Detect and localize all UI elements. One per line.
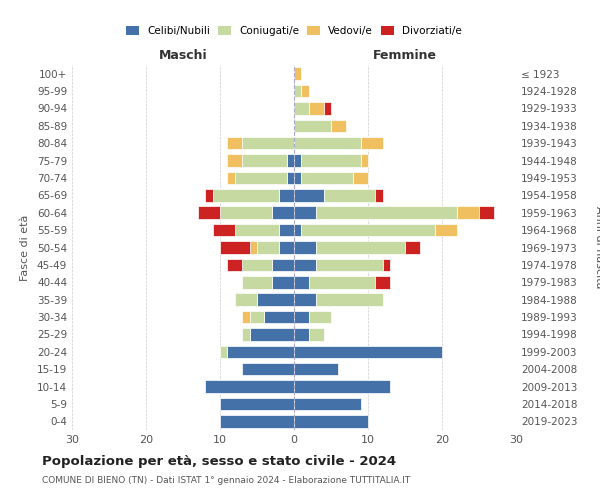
Text: Femmine: Femmine xyxy=(373,48,437,62)
Bar xyxy=(376,189,383,202)
Bar xyxy=(242,137,294,149)
Bar xyxy=(235,294,257,306)
Bar xyxy=(301,224,434,236)
Bar xyxy=(301,154,361,167)
Bar xyxy=(257,294,294,306)
Bar xyxy=(242,311,250,324)
Bar xyxy=(294,328,309,340)
Bar xyxy=(316,241,405,254)
Bar xyxy=(257,241,279,254)
Bar xyxy=(242,328,250,340)
Bar xyxy=(212,189,279,202)
Bar xyxy=(250,328,294,340)
Bar xyxy=(294,276,309,288)
Bar xyxy=(294,206,316,219)
Bar xyxy=(205,189,212,202)
Bar xyxy=(227,137,242,149)
Bar xyxy=(301,172,353,184)
Bar xyxy=(287,172,294,184)
Bar xyxy=(220,415,294,428)
Bar xyxy=(309,328,323,340)
Bar xyxy=(205,380,294,393)
Bar xyxy=(294,346,442,358)
Bar xyxy=(294,172,301,184)
Bar xyxy=(316,258,383,271)
Bar xyxy=(316,206,457,219)
Y-axis label: Anni di nascita: Anni di nascita xyxy=(594,206,600,289)
Bar xyxy=(242,154,287,167)
Bar xyxy=(235,172,287,184)
Bar xyxy=(301,85,309,98)
Bar xyxy=(198,206,220,219)
Y-axis label: Fasce di età: Fasce di età xyxy=(20,214,30,280)
Bar xyxy=(279,241,294,254)
Bar xyxy=(272,206,294,219)
Bar xyxy=(323,102,331,115)
Bar xyxy=(294,224,301,236)
Bar xyxy=(242,276,272,288)
Bar xyxy=(434,224,457,236)
Bar xyxy=(294,120,331,132)
Bar xyxy=(309,102,323,115)
Bar xyxy=(294,363,338,376)
Bar xyxy=(323,189,376,202)
Text: Maschi: Maschi xyxy=(158,48,208,62)
Bar xyxy=(265,311,294,324)
Bar xyxy=(294,241,316,254)
Bar xyxy=(220,398,294,410)
Bar xyxy=(353,172,368,184)
Bar xyxy=(294,154,301,167)
Bar xyxy=(212,224,235,236)
Bar xyxy=(294,85,301,98)
Bar xyxy=(279,224,294,236)
Bar xyxy=(361,137,383,149)
Bar xyxy=(250,241,257,254)
Bar xyxy=(294,294,316,306)
Bar xyxy=(220,346,227,358)
Bar xyxy=(309,276,376,288)
Bar xyxy=(309,311,331,324)
Text: COMUNE DI BIENO (TN) - Dati ISTAT 1° gennaio 2024 - Elaborazione TUTTITALIA.IT: COMUNE DI BIENO (TN) - Dati ISTAT 1° gen… xyxy=(42,476,410,485)
Bar xyxy=(294,380,390,393)
Bar xyxy=(287,154,294,167)
Bar xyxy=(405,241,420,254)
Legend: Celibi/Nubili, Coniugati/e, Vedovi/e, Divorziati/e: Celibi/Nubili, Coniugati/e, Vedovi/e, Di… xyxy=(126,26,462,36)
Bar xyxy=(242,258,272,271)
Bar xyxy=(479,206,494,219)
Bar xyxy=(294,102,309,115)
Bar xyxy=(220,241,250,254)
Bar xyxy=(272,276,294,288)
Bar xyxy=(383,258,390,271)
Bar xyxy=(457,206,479,219)
Bar xyxy=(279,189,294,202)
Bar xyxy=(294,311,309,324)
Bar xyxy=(227,346,294,358)
Bar xyxy=(272,258,294,271)
Bar xyxy=(361,154,368,167)
Bar xyxy=(242,363,294,376)
Bar xyxy=(250,311,265,324)
Bar xyxy=(227,258,242,271)
Bar xyxy=(235,224,279,236)
Bar xyxy=(227,172,235,184)
Text: Popolazione per età, sesso e stato civile - 2024: Popolazione per età, sesso e stato civil… xyxy=(42,455,396,468)
Bar xyxy=(227,154,242,167)
Bar xyxy=(294,137,361,149)
Bar xyxy=(294,398,361,410)
Bar xyxy=(376,276,390,288)
Bar xyxy=(220,206,272,219)
Bar xyxy=(294,258,316,271)
Bar xyxy=(294,189,323,202)
Bar xyxy=(316,294,383,306)
Bar xyxy=(294,68,301,80)
Bar xyxy=(331,120,346,132)
Bar xyxy=(294,415,368,428)
